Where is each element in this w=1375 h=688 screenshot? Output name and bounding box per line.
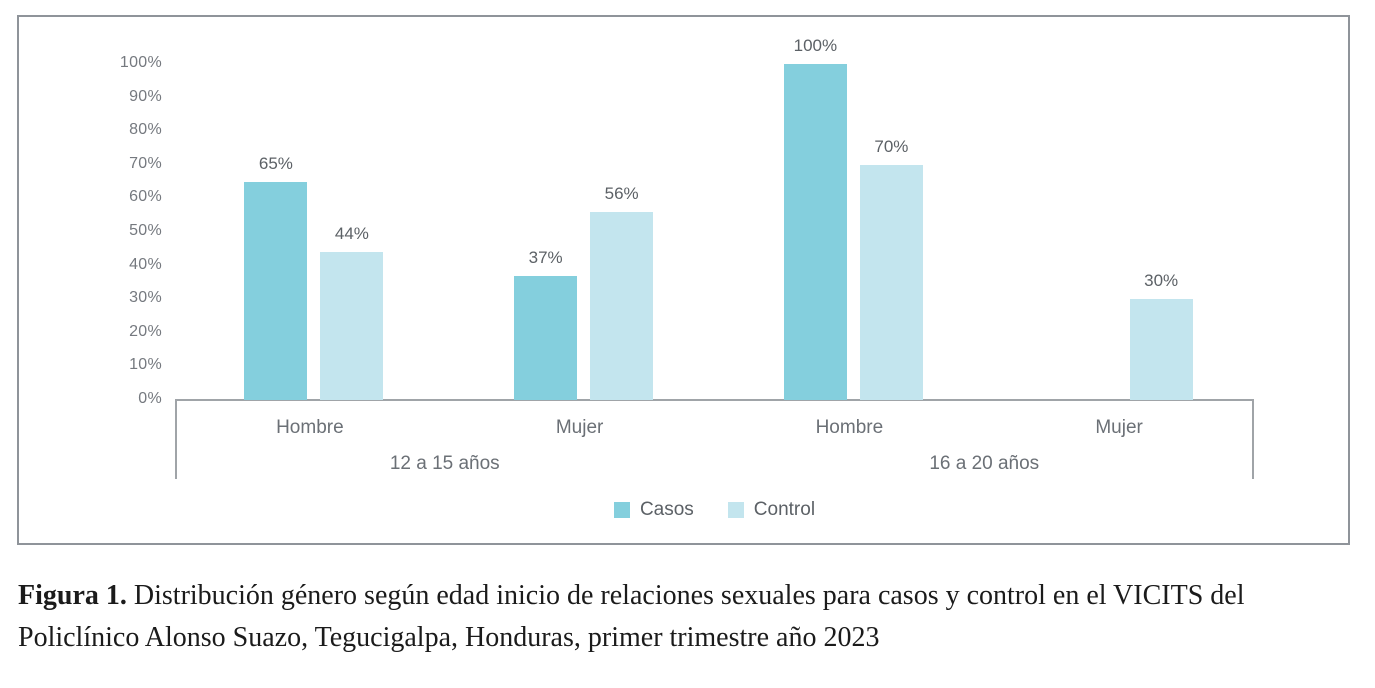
y-axis-tick-label-100: 100% [119,54,162,71]
bar-control-3 [1129,299,1193,400]
category-label-2: Hombre [815,417,884,438]
category-label-0: Hombre [276,417,344,438]
bar-control-2 [859,164,923,400]
legend-label-casos: Casos [639,499,694,520]
value-label-control-2: 70% [874,136,909,156]
y-axis-tick-label-40: 40% [129,255,162,273]
x-axis-line [175,399,1254,401]
legend-swatch-casos [613,502,630,518]
legend-swatch-control [727,502,744,518]
y-axis-tick-label-30: 30% [129,289,162,307]
legend-item-control: Control [727,499,816,521]
category-band-left-border [175,399,177,479]
y-axis-tick-label-70: 70% [129,154,162,172]
bar-control-0 [320,252,384,400]
bar-casos-2 [783,64,847,400]
figure-caption-text: Distribución género según edad inicio de… [18,580,1245,653]
value-label-control-0: 44% [334,224,369,244]
y-axis-tick-label-90: 90% [129,87,162,105]
value-label-casos-2: 100% [793,36,838,55]
y-axis-tick-label-10: 10% [129,356,162,374]
chart-legend: Casos Control [175,499,1254,521]
value-label-control-3: 30% [1144,271,1179,291]
y-axis-tick-label-60: 60% [129,188,162,206]
y-axis-tick-label-0: 0% [138,390,162,407]
bar-casos-1 [514,275,578,400]
legend-item-casos: Casos [613,499,694,521]
chart-card: Casos Control 0% 10% 20% 30% 40% 50% 60% 70% 80% 9… [17,15,1350,545]
value-label-casos-0: 65% [258,153,293,173]
value-label-casos-1: 37% [528,247,563,267]
y-axis-tick-label-80: 80% [129,121,162,139]
figure-caption-label: Figura 1. [18,580,127,611]
y-axis-tick-label-20: 20% [129,322,162,340]
bar-chart: Casos Control 0% 10% 20% 30% 40% 50% 60% 70% 80% 9… [19,17,1348,543]
category-label-1: Mujer [555,417,604,438]
figure-caption: Figura 1. Distribución género según edad… [18,575,1351,659]
bar-control-1 [590,211,654,400]
y-axis-tick-label-50: 50% [129,222,162,239]
age-group-label-0: 12 a 15 años [389,453,500,474]
category-label-3: Mujer [1095,417,1143,438]
bar-casos-0 [244,181,308,400]
legend-label-control: Control [753,499,816,520]
value-label-control-1: 56% [604,183,639,203]
category-band-right-border [1252,399,1254,479]
age-group-label-1: 16 a 20 años [929,453,1040,474]
